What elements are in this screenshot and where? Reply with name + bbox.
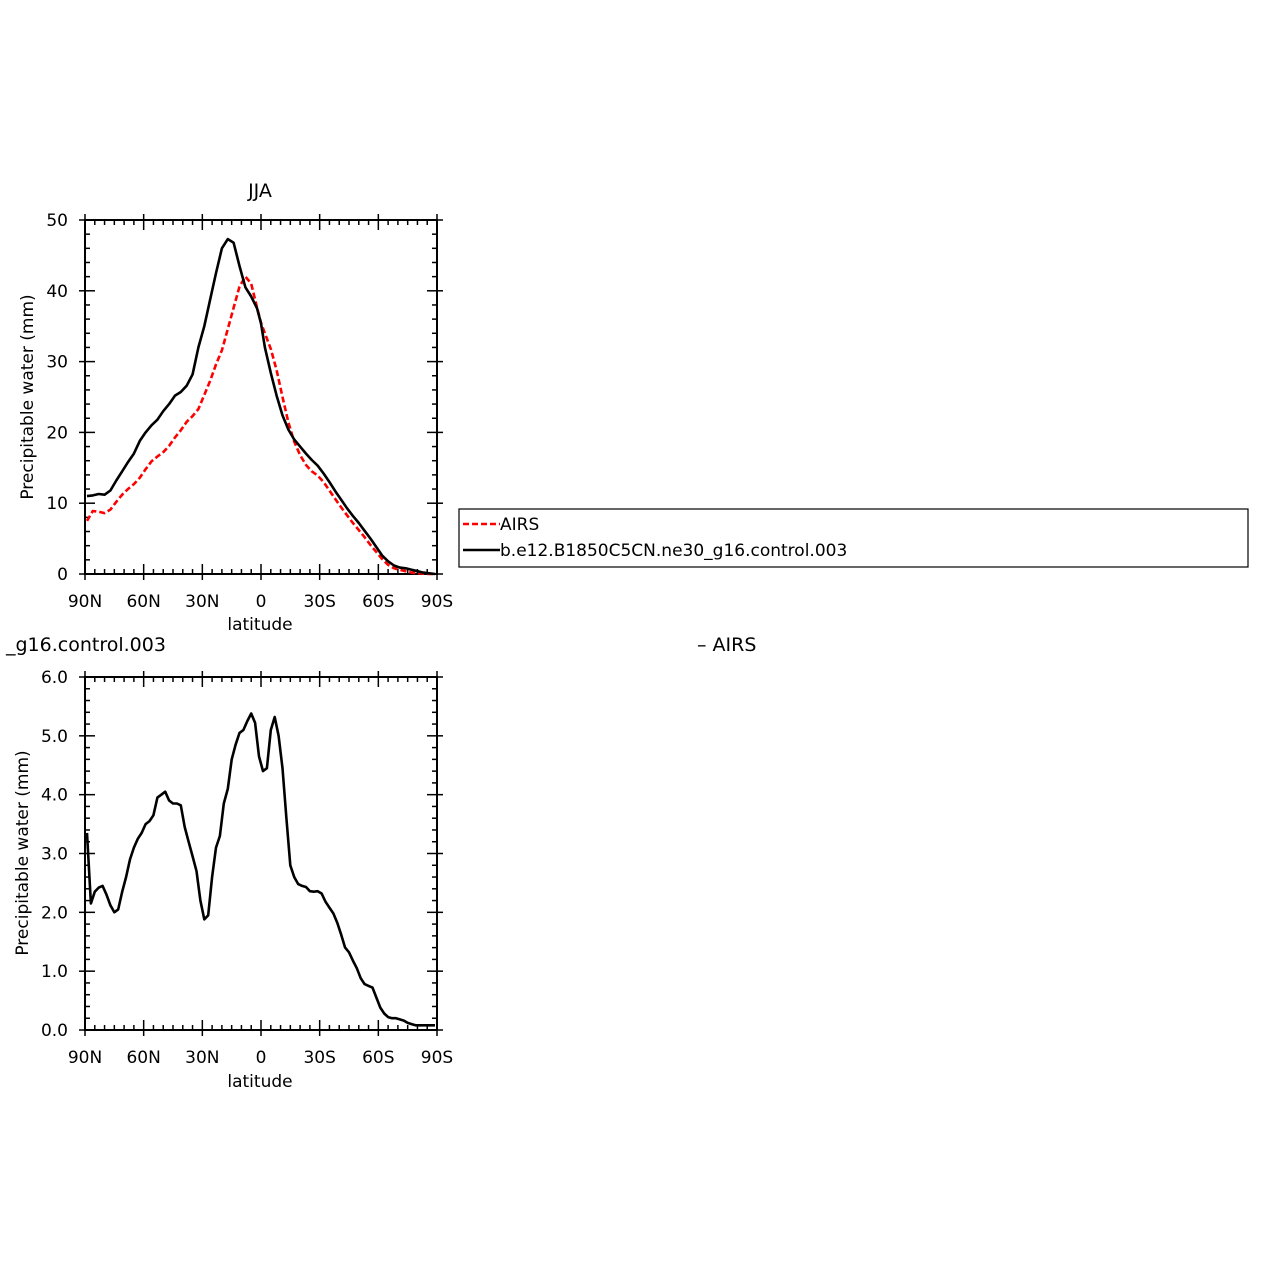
bottom-y-tick-label: 1.0 (41, 962, 68, 982)
top-title: JJA (247, 180, 272, 202)
bottom-y-tick-label: 0.0 (41, 1021, 68, 1041)
legend-label-model: b.e12.B1850C5CN.ne30_g16.control.003 (500, 541, 847, 561)
bottom-plot-frame (84, 676, 438, 1031)
bottom-y-axis-label: Precipitable water (mm) (13, 750, 33, 955)
bottom-x-tick-label: 0 (256, 1048, 267, 1068)
top-y-tick-label: 30 (46, 353, 68, 373)
bottom-x-axis-label: latitude (227, 1072, 292, 1092)
top-y-tick-label: 10 (46, 494, 68, 514)
top-x-axis-label: latitude (227, 615, 292, 635)
bottom-panel: _g16.control.003 – AIRS 90N 60N 30N 0 30S 60S… (5, 634, 756, 1092)
top-x-tick-label: 90N (68, 592, 102, 612)
top-x-tick-label: 30N (185, 592, 219, 612)
top-panel: JJA 90N 60N 30N 0 30S 60S 90S 0 10 20 30 40 50 latit… (18, 180, 453, 635)
top-plot-frame (84, 219, 438, 575)
bottom-x-tick-label: 60S (362, 1048, 394, 1068)
legend-label-airs: AIRS (500, 515, 539, 535)
top-x-tick-label: 30S (303, 592, 335, 612)
bottom-x-tick-label: 90N (68, 1048, 102, 1068)
bottom-x-tick-label: 90S (421, 1048, 453, 1068)
legend: AIRS b.e12.B1850C5CN.ne30_g16.control.00… (458, 508, 1249, 568)
bottom-title-left: _g16.control.003 (5, 634, 166, 656)
top-x-tick-label: 60S (362, 592, 394, 612)
bottom-y-tick-label: 5.0 (41, 727, 68, 747)
top-x-tick-label: 60N (126, 592, 160, 612)
top-y-tick-label: 50 (46, 211, 68, 231)
bottom-x-tick-label: 30S (303, 1048, 335, 1068)
top-x-tick-label: 0 (256, 592, 267, 612)
top-y-tick-label: 0 (57, 565, 68, 585)
top-y-tick-label: 20 (46, 423, 68, 443)
bottom-y-tick-label: 2.0 (41, 903, 68, 923)
top-plot-area: 90N 60N 30N 0 30S 60S 90S 0 10 20 30 40 50 (46, 211, 453, 612)
bottom-title-right: – AIRS (697, 634, 756, 656)
bottom-y-tick-label: 3.0 (41, 845, 68, 865)
bottom-x-tick-label: 60N (126, 1048, 160, 1068)
bottom-y-tick-label: 6.0 (41, 668, 68, 688)
top-series-line-1 (86, 237, 436, 576)
bottom-x-tick-label: 30N (185, 1048, 219, 1068)
bottom-series-line-0 (85, 712, 435, 1027)
legend-box (458, 508, 1249, 568)
bottom-plot-area: 90N 60N 30N 0 30S 60S 90S 0.0 1.0 2.0 3.0 4.0 5.0 6.0 (41, 668, 453, 1068)
bottom-y-tick-label: 4.0 (41, 786, 68, 806)
top-y-tick-label: 40 (46, 282, 68, 302)
top-x-tick-label: 90S (421, 592, 453, 612)
top-y-axis-label: Precipitable water (mm) (18, 294, 38, 499)
